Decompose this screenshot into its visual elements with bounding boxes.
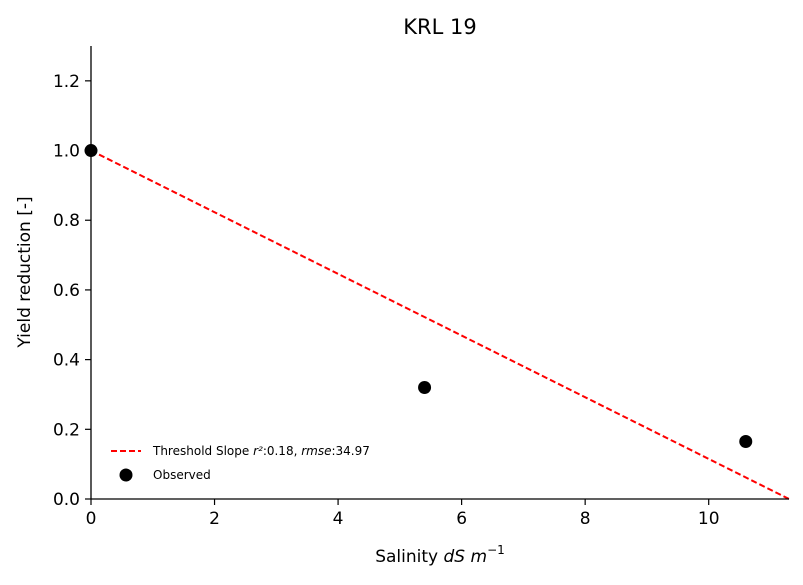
observed-point [739, 435, 753, 449]
y-tick-label: 0.6 [53, 281, 80, 301]
x-tick-label: 4 [333, 509, 344, 529]
legend-label-threshold: Threshold Slope r²:0.18, rmse:34.97 [152, 444, 370, 458]
y-tick-label: 0.2 [53, 420, 80, 440]
x-tick-label: 6 [456, 509, 467, 529]
y-tick-label: 0.0 [53, 490, 80, 510]
x-axis-label: Salinity dS m−1 [375, 543, 505, 567]
legend-label-observed: Observed [153, 468, 211, 482]
y-ticks: 0.0 0.2 0.4 0.6 0.8 1.0 1.2 [53, 72, 91, 510]
y-tick-label: 0.8 [53, 211, 80, 231]
chart-title: KRL 19 [403, 15, 476, 39]
y-tick-label: 1.0 [53, 142, 80, 162]
y-axis-label: Yield reduction [-] [15, 196, 35, 348]
x-tick-label: 0 [86, 509, 97, 529]
y-tick-label: 1.2 [53, 72, 80, 92]
observed-point [418, 380, 432, 394]
legend: Threshold Slope r²:0.18, rmse:34.97 Obse… [111, 444, 370, 482]
y-tick-label: 0.4 [53, 351, 80, 371]
x-tick-label: 2 [209, 509, 220, 529]
x-tick-label: 10 [698, 509, 720, 529]
x-tick-label: 8 [580, 509, 591, 529]
x-ticks: 0 2 4 6 8 10 [86, 499, 720, 529]
legend-marker-swatch [119, 468, 133, 482]
threshold-slope-line [90, 149, 790, 500]
